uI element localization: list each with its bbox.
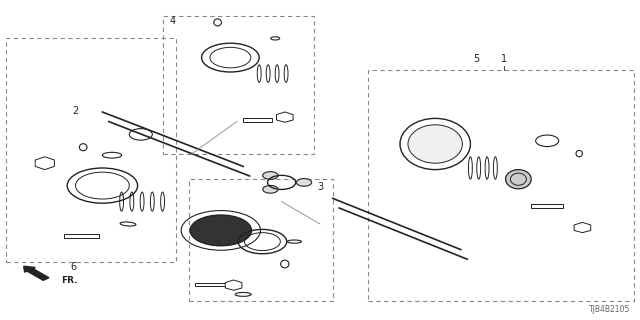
Text: 5: 5 xyxy=(474,54,480,64)
Circle shape xyxy=(262,186,278,193)
Text: 3: 3 xyxy=(317,182,323,192)
Bar xyxy=(531,204,563,208)
Text: 1: 1 xyxy=(500,54,507,64)
Ellipse shape xyxy=(408,125,463,163)
Text: 6: 6 xyxy=(70,262,77,272)
Text: TJB4B2105: TJB4B2105 xyxy=(589,305,630,314)
FancyArrow shape xyxy=(24,266,49,280)
Bar xyxy=(189,179,333,301)
Polygon shape xyxy=(276,112,293,122)
Polygon shape xyxy=(225,280,242,290)
Bar xyxy=(163,16,314,154)
Polygon shape xyxy=(574,222,591,233)
Circle shape xyxy=(190,215,252,246)
Polygon shape xyxy=(35,157,54,170)
Bar xyxy=(6,38,176,262)
Ellipse shape xyxy=(506,170,531,189)
Bar xyxy=(243,118,272,122)
Text: 2: 2 xyxy=(72,106,79,116)
Circle shape xyxy=(262,172,278,179)
Circle shape xyxy=(296,179,312,186)
Text: 4: 4 xyxy=(170,16,176,26)
Bar xyxy=(368,70,634,301)
Bar xyxy=(64,234,99,238)
Bar xyxy=(195,283,226,286)
Text: FR.: FR. xyxy=(61,276,77,285)
